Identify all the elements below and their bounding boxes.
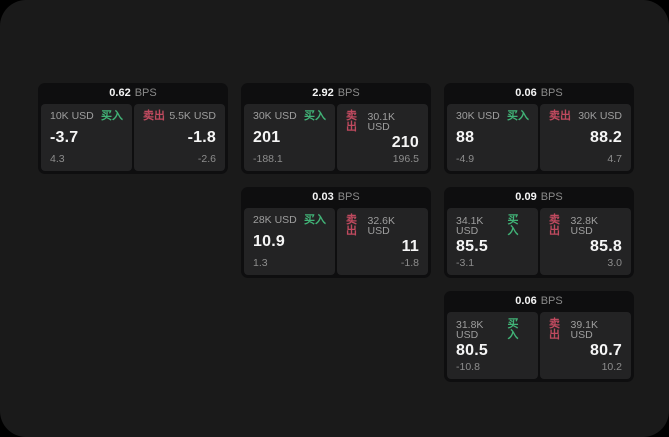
sell-panel[interactable]: 卖出 30K USD 88.2 4.7	[540, 104, 631, 171]
buy-price: 10.9	[253, 232, 285, 250]
quote-panels: 31.8K USD 买入 80.5 -10.8 卖出 39.1K USD 80.…	[447, 312, 631, 379]
sell-label: 卖出	[549, 110, 571, 122]
bps-unit-label: BPS	[337, 87, 360, 99]
buy-price: 80.5	[456, 342, 488, 360]
bps-unit-label: BPS	[134, 87, 157, 99]
sell-panel[interactable]: 卖出 39.1K USD 80.7 10.2	[540, 312, 631, 379]
buy-amount: 31.8K USD	[456, 318, 484, 341]
sell-panel[interactable]: 卖出 5.5K USD -1.8 -2.6	[134, 104, 225, 171]
sell-label: 卖出	[346, 110, 357, 133]
sell-delta: -2.6	[197, 152, 216, 165]
quote-card-6: 0.06 BPS 31.8K USD 买入 80.5 -10.8 卖出 39.1…	[444, 291, 634, 382]
bps-unit-label: BPS	[540, 191, 563, 203]
bps-value: 2.92	[312, 87, 334, 99]
buy-amount: 10K USD	[50, 110, 94, 123]
bps-value: 0.03	[312, 191, 334, 203]
quote-panels: 30K USD 买入 201 -188.1 卖出 30.1K USD 210 1…	[244, 104, 428, 171]
buy-panel[interactable]: 10K USD 买入 -3.7 4.3	[41, 104, 132, 171]
bps-value: 0.09	[515, 191, 537, 203]
bps-header: 0.09 BPS	[447, 187, 631, 208]
sell-price: 85.8	[590, 238, 622, 256]
quote-card-2: 2.92 BPS 30K USD 买入 201 -188.1 卖出 30.1K …	[241, 83, 431, 174]
sell-delta: 196.5	[392, 152, 419, 165]
buy-label: 买入	[507, 110, 529, 122]
buy-delta: -10.8	[456, 360, 480, 373]
buy-delta: 1.3	[253, 256, 268, 269]
bps-value: 0.06	[515, 295, 537, 307]
quote-card-1: 0.62 BPS 10K USD 买入 -3.7 4.3 卖出 5.5K USD…	[38, 83, 228, 174]
buy-label: 买入	[304, 214, 326, 226]
sell-delta: 4.7	[607, 152, 622, 165]
sell-price: 11	[401, 238, 419, 256]
bps-header: 0.06 BPS	[447, 83, 631, 104]
quote-card-3: 0.06 BPS 30K USD 买入 88 -4.9 卖出 30K USD 8…	[444, 83, 634, 174]
buy-price: 88	[456, 128, 475, 146]
buy-delta: -188.1	[253, 152, 283, 165]
sell-amount: 32.8K USD	[570, 214, 598, 237]
quote-card-4: 0.03 BPS 28K USD 买入 10.9 1.3 卖出 32.6K US…	[241, 187, 431, 278]
buy-label: 买入	[304, 110, 326, 122]
quote-panels: 10K USD 买入 -3.7 4.3 卖出 5.5K USD -1.8 -2.…	[41, 104, 225, 171]
quote-card-5: 0.09 BPS 34.1K USD 买入 85.5 -3.1 卖出 32.8K…	[444, 187, 634, 278]
bps-header: 2.92 BPS	[244, 83, 428, 104]
buy-price: -3.7	[50, 128, 79, 146]
bps-unit-label: BPS	[540, 295, 563, 307]
buy-price: 85.5	[456, 238, 488, 256]
sell-label: 卖出	[143, 110, 165, 122]
sell-panel[interactable]: 卖出 32.6K USD 11 -1.8	[337, 208, 428, 275]
sell-price: 80.7	[590, 342, 622, 360]
buy-label: 买入	[101, 110, 123, 122]
sell-amount: 5.5K USD	[169, 110, 216, 123]
buy-delta: -4.9	[456, 152, 475, 165]
buy-amount: 28K USD	[253, 214, 297, 227]
sell-panel[interactable]: 卖出 30.1K USD 210 196.5	[337, 104, 428, 171]
bps-unit-label: BPS	[337, 191, 360, 203]
sell-price: -1.8	[187, 128, 216, 146]
quote-panels: 34.1K USD 买入 85.5 -3.1 卖出 32.8K USD 85.8…	[447, 208, 631, 275]
buy-panel[interactable]: 28K USD 买入 10.9 1.3	[244, 208, 335, 275]
buy-amount: 30K USD	[456, 110, 500, 123]
buy-price: 201	[253, 128, 281, 146]
buy-panel[interactable]: 30K USD 买入 88 -4.9	[447, 104, 538, 171]
sell-amount: 32.6K USD	[367, 214, 395, 237]
bps-value: 0.62	[109, 87, 131, 99]
buy-panel[interactable]: 34.1K USD 买入 85.5 -3.1	[447, 208, 538, 275]
sell-amount: 30.1K USD	[367, 110, 395, 133]
sell-delta: -1.8	[400, 256, 419, 269]
buy-amount: 34.1K USD	[456, 214, 484, 237]
bps-header: 0.06 BPS	[447, 291, 631, 312]
buy-label: 买入	[507, 214, 519, 237]
sell-label: 卖出	[346, 214, 357, 237]
sell-amount: 39.1K USD	[570, 318, 598, 341]
bps-header: 0.03 BPS	[244, 187, 428, 208]
sell-price: 88.2	[590, 128, 622, 146]
sell-label: 卖出	[549, 318, 560, 341]
quote-panels: 30K USD 买入 88 -4.9 卖出 30K USD 88.2 4.7	[447, 104, 631, 171]
bps-header: 0.62 BPS	[41, 83, 225, 104]
buy-delta: -3.1	[456, 256, 475, 269]
sell-panel[interactable]: 卖出 32.8K USD 85.8 3.0	[540, 208, 631, 275]
sell-delta: 10.2	[601, 360, 622, 373]
sell-amount: 30K USD	[578, 110, 622, 123]
quote-panels: 28K USD 买入 10.9 1.3 卖出 32.6K USD 11 -1.8	[244, 208, 428, 275]
sell-label: 卖出	[549, 214, 560, 237]
buy-label: 买入	[507, 318, 519, 341]
sell-delta: 3.0	[607, 256, 622, 269]
buy-panel[interactable]: 31.8K USD 买入 80.5 -10.8	[447, 312, 538, 379]
sell-price: 210	[391, 134, 419, 152]
buy-panel[interactable]: 30K USD 买入 201 -188.1	[244, 104, 335, 171]
buy-delta: 4.3	[50, 152, 65, 165]
bps-value: 0.06	[515, 87, 537, 99]
bps-unit-label: BPS	[540, 87, 563, 99]
buy-amount: 30K USD	[253, 110, 297, 123]
